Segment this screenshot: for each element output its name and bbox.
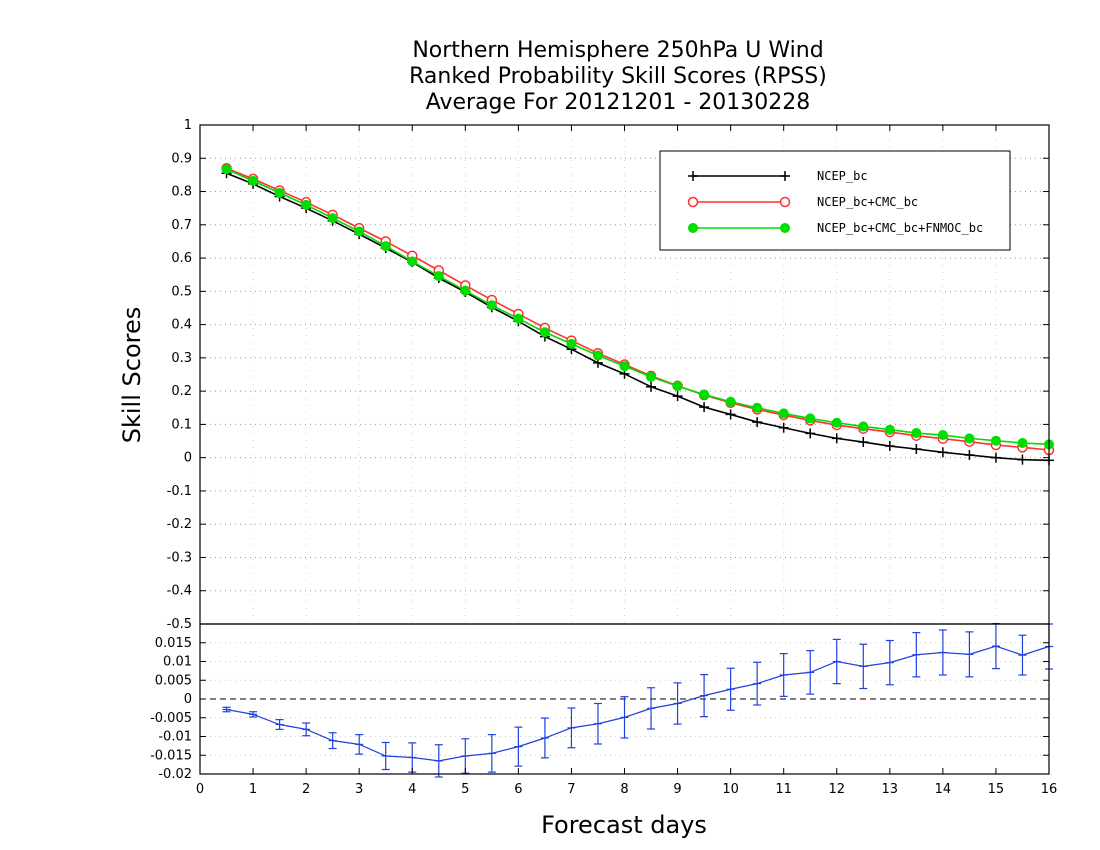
x-tick-label: 8 [620,782,628,797]
data-point [301,199,312,210]
data-point [407,256,418,267]
data-point [248,175,259,186]
difference-series [222,623,1053,778]
y-tick-label: -0.2 [167,517,192,532]
y-tick-label: 0.8 [171,185,192,200]
x-axis-title: Forecast days [541,811,707,839]
series-line [226,645,1050,762]
x-tick-label: 1 [249,782,257,797]
data-point [778,408,789,419]
top-panel-y-axis: -0.5 -0.4 -0.3 -0.2 -0.1 0 0.1 0.2 0.3 0.4 0.5 0.6 0… [167,118,1049,632]
x-tick-label: 12 [828,782,845,797]
y-tick-label: -0.01 [158,730,192,745]
legend: NCEP_bc NCEP_bc+CMC_bc NCEP_bc+CMC_bc+FNMO… [659,150,1011,251]
data-point [460,285,471,296]
y-tick-label: 0.2 [171,384,192,399]
y-tick-label: 0.3 [171,351,192,366]
y-tick-label: 0 [184,451,192,466]
data-point [433,271,444,282]
data-point [327,213,338,224]
x-tick-label: 10 [722,782,739,797]
chart-title: Northern Hemisphere 250hPa U Wind Ranked… [409,38,827,115]
chart-title-line-2: Ranked Probability Skill Scores (RPSS) [409,64,827,89]
legend-box [659,150,1011,251]
chart-title-line-1: Northern Hemisphere 250hPa U Wind [412,38,823,63]
bottom-panel-series [222,623,1053,778]
x-tick-label: 0 [196,782,204,797]
data-point [779,196,791,208]
x-tick-label: 3 [355,782,363,797]
x-tick-label: 14 [935,782,952,797]
data-point [274,187,285,198]
data-point [688,223,698,233]
data-point [964,433,975,444]
y-tick-label: -0.3 [167,550,192,565]
data-point [699,389,710,400]
data-point [486,300,497,311]
y-tick-label: 0.005 [155,673,192,688]
y-tick-label: 0.9 [171,151,192,166]
y-tick-label: 0.015 [155,636,192,651]
data-point [1017,438,1028,449]
x-tick-label: 13 [882,782,899,797]
data-point [911,428,922,439]
series-3 [221,164,1054,450]
data-point [672,381,683,392]
legend-entry: NCEP_bc+CMC_bc [687,195,918,209]
data-point [937,430,948,441]
y-tick-label: 0.1 [171,417,192,432]
data-point [858,421,869,432]
data-point [780,223,790,233]
y-tick-label: -0.5 [167,617,192,632]
chart-title-line-3: Average For 20121201 - 20130228 [426,90,811,115]
data-point [619,361,630,372]
legend-label: NCEP_bc+CMC_bc+FNMOC_bc [817,221,983,235]
x-tick-label: 15 [988,782,1005,797]
x-tick-label: 6 [514,782,522,797]
y-tick-label: 1 [184,118,192,133]
x-tick-label: 5 [461,782,469,797]
x-tick-label: 2 [302,782,310,797]
x-axis: 0 1 2 3 4 5 6 7 8 9 10 11 12 13 14 15 16 [196,125,1057,797]
data-point [752,402,763,413]
data-point [221,164,232,175]
x-tick-label: 7 [567,782,575,797]
legend-label: NCEP_bc+CMC_bc [817,195,918,209]
data-point [539,327,550,338]
data-point [380,241,391,252]
data-point [592,350,603,361]
data-point [687,196,699,208]
data-point [354,226,365,237]
data-point [805,413,816,424]
y-axis-title: Skill Scores [118,307,146,444]
y-tick-label: -0.1 [167,484,192,499]
data-point [990,435,1001,446]
bottom-panel-y-axis: -0.02 -0.015 -0.01 -0.005 0 0.005 0.01 0.015 [150,636,1049,782]
y-tick-label: 0 [184,692,192,707]
x-tick-label: 11 [775,782,792,797]
y-tick-label: 0.4 [171,318,192,333]
y-tick-label: -0.4 [167,584,192,599]
legend-entry: NCEP_bc [688,169,868,183]
x-tick-label: 9 [673,782,681,797]
x-tick-label: 4 [408,782,416,797]
data-point [646,371,657,382]
y-tick-label: -0.005 [150,711,192,726]
data-point [831,417,842,428]
top-panel-series [221,162,1055,466]
y-tick-label: 0.01 [163,655,192,670]
data-point [566,338,577,349]
y-tick-label: 0.6 [171,251,192,266]
data-point [725,396,736,407]
data-point [884,424,895,435]
y-tick-label: -0.02 [158,767,192,782]
y-tick-label: 0.7 [171,218,192,233]
legend-entry: NCEP_bc+CMC_bc+FNMOC_bc [688,221,983,235]
legend-label: NCEP_bc [817,169,868,183]
data-point [513,313,524,324]
y-tick-label: -0.015 [150,748,192,763]
x-tick-label: 16 [1041,782,1058,797]
y-tick-label: 0.5 [171,284,192,299]
